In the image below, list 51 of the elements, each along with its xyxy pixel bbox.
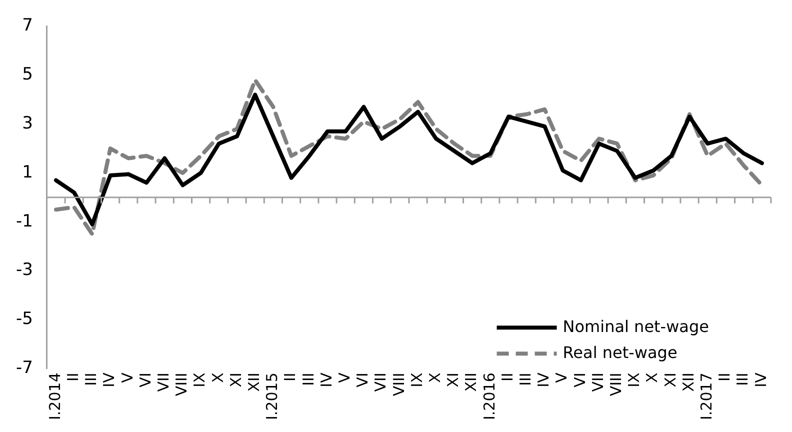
x-tick-label: II [498,372,516,382]
x-tick-label: VIII [607,372,626,396]
x-tick-label: XII [245,372,263,392]
x-tick-label: XI [226,372,245,388]
y-tick-label: -1 [16,211,33,232]
y-tick-label: -3 [16,260,33,280]
x-tick-label: XII [462,372,480,392]
x-tick-label: X [643,372,662,383]
legend-label: Real net-wage [562,342,678,362]
x-tick-label: IV [317,372,336,388]
x-tick-label: III [516,372,535,386]
x-tick-label: I.2015 [263,372,282,420]
x-tick-label: IX [625,372,644,388]
x-tick-label: III [734,372,752,386]
x-tick-label: III [82,372,100,386]
x-tick-label: X [208,372,227,383]
x-tick-label: VII [372,372,390,392]
x-tick-label: VI [136,372,154,388]
x-tick-label: V [336,372,354,383]
x-tick-label: IV [752,372,770,388]
x-tick-label: VIII [172,372,191,396]
x-tick-label: V [118,372,136,383]
y-tick-label: -7 [16,358,33,378]
x-tick-label: IX [408,372,426,388]
x-tick-label: IX [190,372,209,388]
line-series [54,78,764,236]
x-tick-label: II [281,372,300,382]
y-tick-label: 1 [22,162,33,182]
x-tick-label: VIII [390,372,408,396]
x-tick-label: VII [588,372,607,392]
x-tick-label: IV [100,372,118,388]
y-tick-label: -5 [16,309,33,330]
x-tick-label: VI [570,372,589,388]
x-tick-label: VI [354,372,372,388]
x-tick-label: II [64,372,82,382]
y-tick-label: 3 [22,113,33,134]
y-tick-label: 5 [22,64,33,85]
legend-label: Nominal net-wage [562,316,709,336]
x-tick-label: I.2017 [698,372,716,420]
x-tick-label: X [426,372,444,383]
x-tick-label: XII [679,372,698,392]
x-tick-label: XI [661,372,680,388]
x-tick-label: V [552,372,571,383]
x-tick-label: I.2016 [480,372,498,420]
x-tick-label: II [716,372,734,382]
x-tick-label: VII [154,372,172,392]
y-tick-label: 7 [22,16,33,36]
x-tick-label: IV [534,372,553,388]
x-tick-label: I.2014 [46,372,64,420]
x-tick-label: XI [444,372,462,388]
x-tick-label: III [299,372,318,386]
